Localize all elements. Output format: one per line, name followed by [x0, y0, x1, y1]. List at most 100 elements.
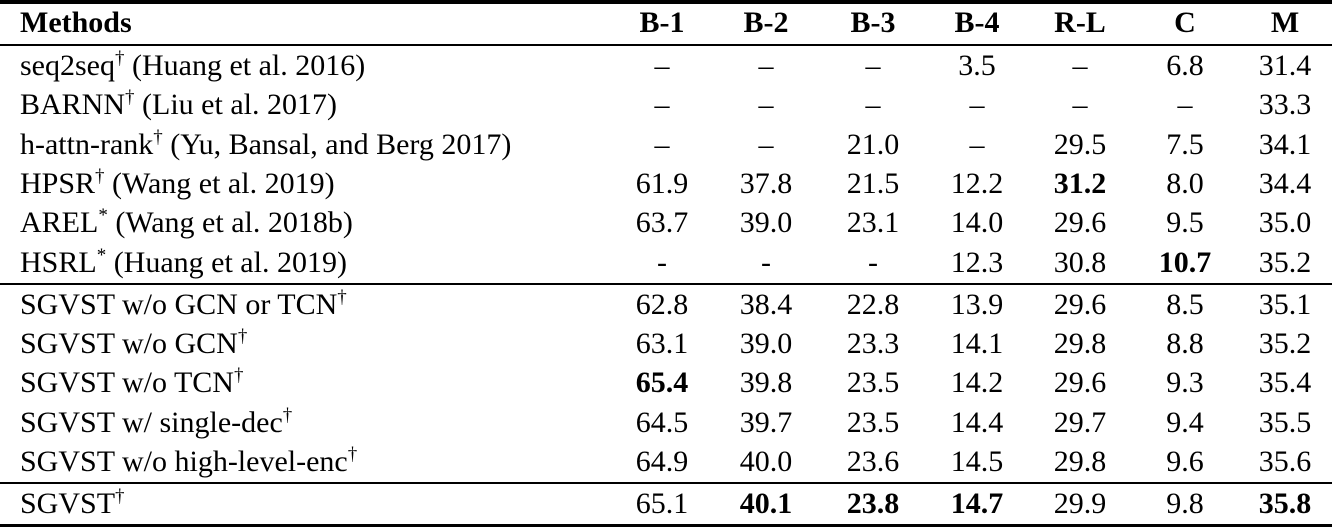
method-name: AREL [20, 206, 99, 240]
metric-cell: 29.9 [1053, 487, 1107, 521]
metric-cell: 13.9 [950, 287, 1004, 321]
method-cell: SGVST† [0, 483, 612, 525]
metric-cell: 35.6 [1258, 445, 1312, 479]
method-marker: † [125, 87, 135, 109]
metric-cell: 6.8 [1166, 48, 1204, 82]
metric-cell: 63.1 [635, 327, 689, 361]
metric-cell: 39.8 [739, 366, 793, 400]
metric-cell: 23.8 [846, 487, 900, 521]
metric-cell: 33.3 [1258, 88, 1312, 122]
metric-cell: 34.1 [1258, 127, 1312, 161]
metric-cell: – [969, 127, 985, 161]
method-marker: † [115, 486, 125, 508]
metric-cell: 21.0 [846, 127, 900, 161]
metric-cell: - [868, 245, 878, 279]
method-cell: BARNN† (Liu et al. 2017) [0, 86, 612, 125]
metric-cell: – [1072, 88, 1088, 122]
metric-cell: 37.8 [739, 167, 793, 201]
method-citation: (Wang et al. 2018b) [107, 206, 353, 240]
metric-cell: 65.1 [635, 487, 689, 521]
metric-cell: 23.3 [846, 327, 900, 361]
metric-cell: 35.5 [1258, 405, 1312, 439]
metric-cell: 14.5 [950, 445, 1004, 479]
metric-cell: 12.2 [950, 167, 1004, 201]
metric-cell: 29.6 [1053, 206, 1107, 240]
column-header-methods: Methods [20, 6, 132, 39]
metric-cell: – [969, 88, 985, 122]
table-row: SGVST w/o GCN or TCN† 62.8 38.4 22.8 13.9 29.… [0, 283, 1332, 325]
metric-cell: 35.2 [1258, 245, 1312, 279]
metric-cell: 31.4 [1258, 48, 1312, 82]
metric-cell: 14.2 [950, 366, 1004, 400]
metric-cell: - [761, 245, 771, 279]
metric-cell: 29.7 [1053, 405, 1107, 439]
method-marker: † [237, 326, 248, 348]
method-marker: † [347, 444, 358, 466]
method-cell: SGVST w/o high-level-enc† [0, 443, 612, 484]
metric-cell: 21.5 [846, 167, 900, 201]
method-name: SGVST w/ single-dec [20, 405, 283, 439]
metric-cell: 29.8 [1053, 445, 1107, 479]
metric-cell: 14.4 [950, 405, 1004, 439]
metric-cell: 40.1 [739, 487, 793, 521]
method-name: h-attn-rank [20, 127, 154, 161]
metric-cell: 23.5 [846, 366, 900, 400]
metric-cell: 3.5 [958, 48, 996, 82]
metric-cell: 8.8 [1166, 327, 1204, 361]
column-header-m: M [1270, 6, 1300, 39]
table-body: seq2seq† (Huang et al. 2016) – – –3.5–6.8 31… [0, 45, 1332, 526]
metric-cell: 40.0 [739, 445, 793, 479]
method-cell: SGVST w/o GCN† [0, 324, 612, 363]
table-row: seq2seq† (Huang et al. 2016) – – – 3.5 – 6.8 31… [0, 45, 1332, 86]
metric-cell: 14.0 [950, 206, 1004, 240]
metric-cell: 30.8 [1053, 245, 1107, 279]
method-name: SGVST w/o high-level-enc [20, 445, 348, 479]
method-cell: HSRL* (Huang et al. 2019) [0, 243, 612, 284]
metric-cell: – [654, 48, 670, 82]
metric-cell: 35.4 [1258, 366, 1312, 400]
metric-cell: 61.9 [635, 167, 689, 201]
metric-cell: – [654, 88, 670, 122]
method-marker: * [98, 205, 108, 227]
metric-cell: 10.7 [1158, 245, 1212, 279]
metric-cell: – [758, 88, 774, 122]
method-cell: SGVST w/o GCN or TCN† [0, 284, 612, 325]
table-row: AREL* (Wang et al. 2018b) 63.7 39.0 23.1 14.… [0, 204, 1332, 243]
table-row: h-attn-rank† (Yu, Bansal, and Berg 2017)… [0, 125, 1332, 164]
method-name: HSRL [20, 245, 97, 279]
column-header-b3: B-3 [850, 6, 896, 39]
method-name: BARNN [20, 88, 126, 122]
method-marker: † [233, 365, 244, 387]
metric-cell: 7.5 [1166, 127, 1204, 161]
metric-cell: 31.2 [1053, 167, 1107, 201]
method-citation: (Huang et al. 2016) [124, 48, 366, 82]
method-citation: (Wang et al. 2019) [104, 167, 335, 201]
method-marker: † [95, 166, 105, 188]
column-header-rl: R-L [1054, 6, 1106, 39]
method-name: SGVST w/o GCN [20, 327, 238, 361]
method-cell: AREL* (Wang et al. 2018b) [0, 204, 612, 243]
method-cell: HPSR† (Wang et al. 2019) [0, 164, 612, 203]
metric-cell: – [865, 88, 881, 122]
table-row: HPSR† (Wang et al. 2019) 61.9 37.8 21.5 12.2… [0, 164, 1332, 203]
table-row: BARNN† (Liu et al. 2017) – – – – – – 33.3 [0, 86, 1332, 125]
method-marker: † [337, 286, 347, 308]
table-row: SGVST w/o high-level-enc† 64.9 40.0 23.6 14.… [0, 443, 1332, 484]
column-header-c: C [1174, 6, 1196, 39]
metric-cell: 9.5 [1166, 206, 1204, 240]
metric-cell: – [1072, 48, 1088, 82]
column-header-b1: B-1 [639, 6, 685, 39]
metric-cell: – [758, 48, 774, 82]
method-name: HPSR [20, 167, 96, 201]
column-header-b4: B-4 [954, 6, 1000, 39]
metric-cell: 9.4 [1166, 405, 1204, 439]
method-cell: SGVST w/ single-dec† [0, 403, 612, 442]
metric-cell: 23.5 [846, 405, 900, 439]
method-marker: † [153, 126, 163, 148]
metric-cell: 29.6 [1053, 366, 1107, 400]
metric-cell: 63.7 [635, 206, 689, 240]
method-name: SGVST w/o GCN or TCN [20, 287, 338, 321]
metric-cell: 39.0 [739, 206, 793, 240]
method-citation: (Huang et al. 2019) [106, 245, 347, 279]
